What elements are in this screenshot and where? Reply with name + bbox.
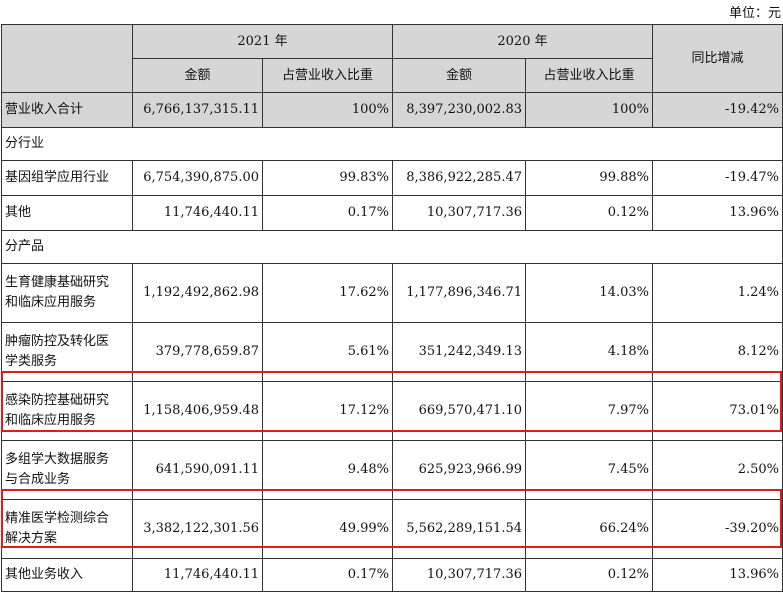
ratio-2021: 0.17% bbox=[262, 558, 393, 592]
amount-2021: 379,778,659.87 bbox=[132, 322, 263, 382]
amount-2020: 10,307,717.36 bbox=[392, 558, 526, 592]
header-year-2021: 2021 年 bbox=[132, 24, 393, 59]
total-row: 营业收入合计 6,766,137,315.11 100% 8,397,230,0… bbox=[1, 92, 783, 128]
yoy-change: 1.24% bbox=[652, 263, 783, 323]
header-row-1: 2021 年 2020 年 同比增减 bbox=[1, 24, 783, 93]
header-year-2020: 2020 年 bbox=[392, 24, 653, 59]
amount-2021: 641,590,091.11 bbox=[132, 440, 263, 500]
amount-2021: 3,382,122,301.56 bbox=[132, 499, 263, 559]
row-label-line-1: 感染防控基础研究 bbox=[5, 393, 110, 408]
ratio-2020: 99.88% bbox=[525, 160, 653, 196]
yoy-change: -39.20% bbox=[652, 499, 783, 559]
yoy-change: -19.47% bbox=[652, 160, 783, 196]
table-row: 基因组学应用行业 6,754,390,875.00 99.83% 8,386,9… bbox=[1, 160, 783, 196]
row-label-line-2: 学类服务 bbox=[5, 354, 58, 369]
total-label: 营业收入合计 bbox=[1, 92, 133, 128]
amount-2020: 669,570,471.10 bbox=[392, 381, 526, 441]
row-label-line-1: 生育健康基础研究 bbox=[5, 275, 110, 290]
row-label-line-2: 和临床应用服务 bbox=[5, 295, 97, 310]
amount-2021: 11,746,440.11 bbox=[132, 195, 263, 231]
total-ratio-2021: 100% bbox=[262, 92, 393, 128]
row-label: 精准医学检测综合 解决方案 bbox=[1, 499, 133, 559]
total-amount-2020: 8,397,230,002.83 bbox=[392, 92, 526, 128]
yoy-change: 13.96% bbox=[652, 195, 783, 231]
row-label: 其他 bbox=[1, 195, 133, 231]
section-product-label: 分产品 bbox=[1, 230, 783, 264]
total-ratio-2020: 100% bbox=[525, 92, 653, 128]
amount-2020: 5,562,289,151.54 bbox=[392, 499, 526, 559]
table-row: 精准医学检测综合 解决方案 3,382,122,301.56 49.99% 5,5… bbox=[1, 499, 783, 559]
ratio-2021: 5.61% bbox=[262, 322, 393, 382]
ratio-2021: 17.12% bbox=[262, 381, 393, 441]
table-row: 其他 11,746,440.11 0.17% 10,307,717.36 0.1… bbox=[1, 195, 783, 231]
header-ratio-2020: 占营业收入比重 bbox=[525, 58, 653, 93]
amount-2020: 8,386,922,285.47 bbox=[392, 160, 526, 196]
row-label: 感染防控基础研究 和临床应用服务 bbox=[1, 381, 133, 441]
amount-2021: 6,754,390,875.00 bbox=[132, 160, 263, 196]
ratio-2021: 0.17% bbox=[262, 195, 393, 231]
amount-2021: 11,746,440.11 bbox=[132, 558, 263, 592]
yoy-change: 73.01% bbox=[652, 381, 783, 441]
ratio-2021: 9.48% bbox=[262, 440, 393, 500]
amount-2021: 1,192,492,862.98 bbox=[132, 263, 263, 323]
ratio-2020: 7.45% bbox=[525, 440, 653, 500]
row-label: 其他业务收入 bbox=[1, 558, 133, 592]
amount-2020: 1,177,896,346.71 bbox=[392, 263, 526, 323]
row-label-line-1: 肿瘤防控及转化医 bbox=[5, 334, 110, 349]
total-yoy: -19.42% bbox=[652, 92, 783, 128]
ratio-2020: 0.12% bbox=[525, 195, 653, 231]
row-label: 基因组学应用行业 bbox=[1, 160, 133, 196]
yoy-change: 8.12% bbox=[652, 322, 783, 382]
amount-2021: 1,158,406,959.48 bbox=[132, 381, 263, 441]
row-label-line-2: 与合成业务 bbox=[5, 472, 71, 487]
header-blank-cell bbox=[1, 24, 133, 93]
yoy-change: 2.50% bbox=[652, 440, 783, 500]
header-yoy: 同比增减 bbox=[652, 24, 783, 93]
total-amount-2021: 6,766,137,315.11 bbox=[132, 92, 263, 128]
row-label-line-1: 精准医学检测综合 bbox=[5, 511, 110, 526]
ratio-2020: 0.12% bbox=[525, 558, 653, 592]
ratio-2020: 4.18% bbox=[525, 322, 653, 382]
table-row: 肿瘤防控及转化医 学类服务 379,778,659.87 5.61% 351,24… bbox=[1, 322, 783, 382]
table-row: 多组学大数据服务 与合成业务 641,590,091.11 9.48% 625,9… bbox=[1, 440, 783, 500]
ratio-2021: 99.83% bbox=[262, 160, 393, 196]
table-row: 感染防控基础研究 和临床应用服务 1,158,406,959.48 17.12% … bbox=[1, 381, 783, 441]
section-row-product: 分产品 bbox=[1, 230, 783, 264]
ratio-2021: 17.62% bbox=[262, 263, 393, 323]
row-label: 肿瘤防控及转化医 学类服务 bbox=[1, 322, 133, 382]
amount-2020: 351,242,349.13 bbox=[392, 322, 526, 382]
table-row: 其他业务收入 11,746,440.11 0.17% 10,307,717.36… bbox=[1, 558, 783, 592]
header-amount-2020: 金额 bbox=[392, 58, 526, 93]
table-row: 生育健康基础研究 和临床应用服务 1,192,492,862.98 17.62% … bbox=[1, 263, 783, 323]
ratio-2020: 7.97% bbox=[525, 381, 653, 441]
header-amount-2021: 金额 bbox=[132, 58, 263, 93]
header-row-2: 金额 占营业收入比重 金额 占营业收入比重 bbox=[2, 58, 783, 93]
section-row-industry: 分行业 bbox=[1, 127, 783, 161]
row-label-line-1: 多组学大数据服务 bbox=[5, 452, 110, 467]
ratio-2020: 14.03% bbox=[525, 263, 653, 323]
yoy-change: 13.96% bbox=[652, 558, 783, 592]
row-label: 生育健康基础研究 和临床应用服务 bbox=[1, 263, 133, 323]
amount-2020: 10,307,717.36 bbox=[392, 195, 526, 231]
revenue-table: 2021 年 2020 年 同比增减 金额 占营业收入比重 金额 占营业收入比重… bbox=[1, 24, 783, 592]
ratio-2020: 66.24% bbox=[525, 499, 653, 559]
amount-2020: 625,923,966.99 bbox=[392, 440, 526, 500]
unit-label: 单位：元 bbox=[728, 6, 781, 21]
section-industry-label: 分行业 bbox=[1, 127, 783, 161]
row-label: 多组学大数据服务 与合成业务 bbox=[1, 440, 133, 500]
header-ratio-2021: 占营业收入比重 bbox=[262, 58, 393, 93]
row-label-line-2: 解决方案 bbox=[5, 531, 58, 546]
ratio-2021: 49.99% bbox=[262, 499, 393, 559]
row-label-line-2: 和临床应用服务 bbox=[5, 413, 97, 428]
